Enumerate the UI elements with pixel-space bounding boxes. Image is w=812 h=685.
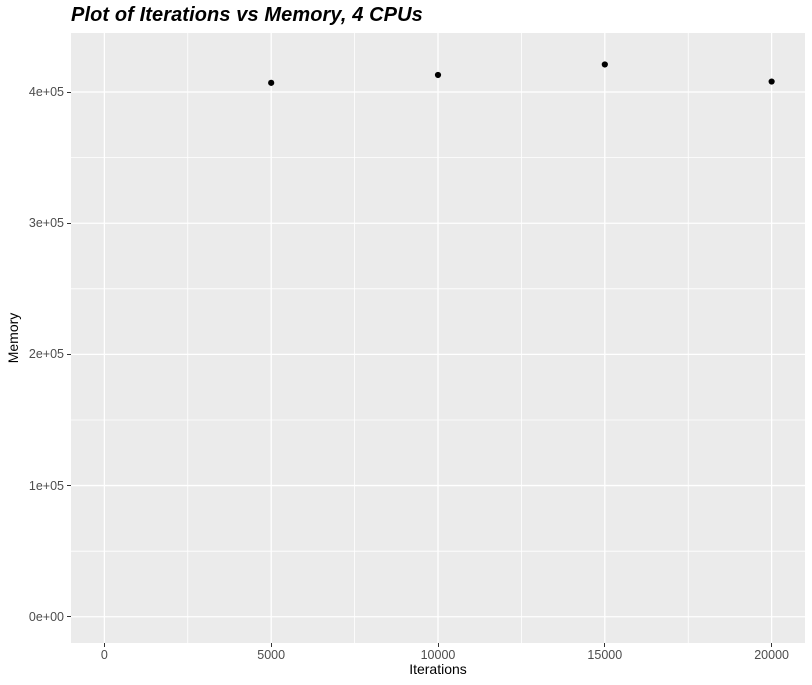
data-point [768, 78, 775, 85]
x-tick-label: 15000 [587, 648, 623, 662]
x-tick-mark [103, 643, 105, 647]
x-tick-label: 20000 [754, 648, 789, 662]
x-tick-label: 0 [100, 648, 108, 662]
y-tick-label: 3e+05 [28, 216, 64, 231]
y-tick-mark [67, 91, 71, 93]
chart-title: Plot of Iterations vs Memory, 4 CPUs [71, 4, 423, 26]
y-tick-mark [67, 616, 71, 618]
x-tick-mark [604, 643, 606, 647]
y-tick-label: 0e+00 [28, 609, 64, 624]
y-tick-label: 2e+05 [28, 347, 64, 362]
y-tick-label: 4e+05 [28, 85, 64, 100]
y-tick-label: 1e+05 [28, 478, 64, 493]
plot-panel [71, 33, 805, 643]
plot-area [71, 33, 805, 643]
x-tick-mark [270, 643, 272, 647]
x-tick-mark [771, 643, 773, 647]
data-point [268, 79, 275, 86]
y-tick-mark [67, 222, 71, 224]
x-tick-label: 10000 [420, 648, 456, 662]
x-tick-label: 5000 [257, 648, 286, 662]
data-point [601, 61, 608, 68]
data-point [434, 71, 442, 79]
y-tick-mark [67, 353, 71, 355]
y-tick-mark [67, 485, 71, 487]
x-tick-mark [437, 643, 439, 647]
x-axis-title: Iterations [409, 661, 467, 677]
